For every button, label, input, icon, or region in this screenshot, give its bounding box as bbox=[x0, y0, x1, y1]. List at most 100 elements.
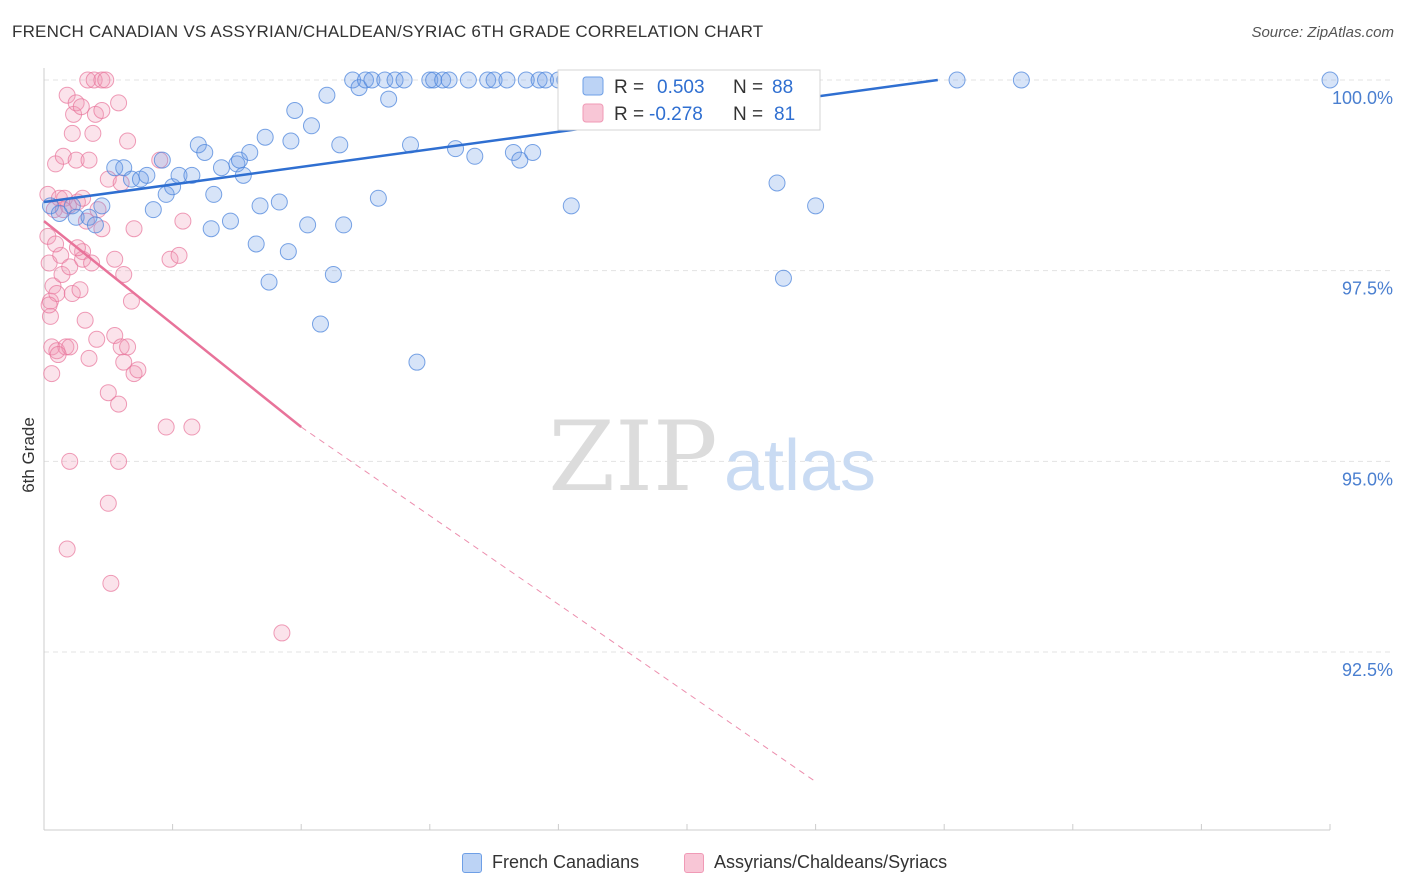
tick-labels: 100.0%97.5%95.0%92.5%0.0%100.0% bbox=[1332, 88, 1393, 680]
french-canadians-point-87 bbox=[948, 71, 966, 89]
y-tick-label-3: 92.5% bbox=[1342, 660, 1393, 680]
assyrians-point-38 bbox=[80, 349, 98, 367]
assyrians-point-63 bbox=[122, 292, 140, 310]
french-canadians-point-6 bbox=[93, 197, 111, 215]
assyrians-point-54 bbox=[110, 94, 128, 112]
legend-n-value-1: 88 bbox=[772, 77, 793, 98]
french-canadians-point-42 bbox=[335, 216, 353, 234]
legend-swatch-pink bbox=[582, 103, 604, 123]
legend-swatch-blue bbox=[582, 76, 604, 96]
scatter-chart: ZIP atlas 100.0%97.5%95.0%92.5%0.0%100.0… bbox=[19, 68, 1393, 831]
chart-title: FRENCH CANADIAN VS ASSYRIAN/CHALDEAN/SYR… bbox=[12, 22, 764, 41]
assyrians-point-19 bbox=[58, 540, 76, 558]
french-canadians-point-61 bbox=[479, 71, 497, 89]
y-tick-label-0: 100.0% bbox=[1332, 88, 1393, 108]
assyrians-point-7 bbox=[44, 277, 62, 295]
assyrians-point-70 bbox=[170, 246, 188, 264]
assyrians-point-44 bbox=[93, 71, 111, 89]
legend-item-assyrians: Assyrians/Chaldeans/Syriacs bbox=[684, 852, 947, 873]
french-canadians-point-63 bbox=[498, 71, 516, 89]
french-canadians-point-41 bbox=[331, 136, 349, 154]
french-canadians-point-45 bbox=[357, 71, 374, 89]
assyrians-point-56 bbox=[110, 452, 128, 470]
french-canadians-point-67 bbox=[524, 143, 542, 161]
assyrians-point-51 bbox=[102, 574, 120, 592]
assyrians-point-31 bbox=[72, 98, 90, 116]
assyrians-point-37 bbox=[80, 151, 98, 169]
legend-r-label-2: R = bbox=[614, 104, 649, 125]
assyrians-point-21 bbox=[61, 258, 79, 276]
french-canadians-point-23 bbox=[221, 212, 239, 230]
assyrians-point-15 bbox=[54, 147, 72, 165]
french-canadians-point-29 bbox=[251, 197, 269, 215]
legend-n-label-1: N = bbox=[733, 77, 768, 98]
assyrians-point-45 bbox=[93, 102, 111, 120]
french-canadians-point-3 bbox=[67, 208, 85, 226]
french-canadians-point-40 bbox=[324, 265, 342, 283]
assyrians-point-35 bbox=[76, 311, 94, 329]
gridlines bbox=[44, 79, 1392, 653]
french-canadians-point-47 bbox=[369, 189, 387, 207]
french-canadians-point-65 bbox=[511, 151, 529, 169]
chart-source: Source: ZipAtlas.com bbox=[1251, 24, 1394, 41]
y-axis-label: 6th Grade bbox=[19, 417, 38, 493]
assyrians-point-50 bbox=[99, 384, 117, 402]
french-canadians-point-60 bbox=[466, 147, 484, 165]
french-canadians-point-21 bbox=[205, 185, 223, 203]
assyrians-point-59 bbox=[115, 265, 133, 283]
french-canadians-point-86 bbox=[807, 197, 825, 215]
french-canadians-point-57 bbox=[440, 71, 458, 89]
assyrians-point-68 bbox=[157, 418, 175, 436]
assyrians-point-79 bbox=[49, 346, 67, 364]
trend-line-assyrians bbox=[43, 220, 302, 428]
french-canadians-point-11 bbox=[138, 166, 156, 184]
french-canadians-point-58 bbox=[447, 140, 465, 158]
french-canadians-point-35 bbox=[286, 102, 304, 120]
legend-r-label-1: R = bbox=[614, 77, 649, 98]
french-canadians-point-20 bbox=[202, 220, 220, 238]
assyrians-point-6 bbox=[43, 365, 61, 383]
french-canadians-point-55 bbox=[425, 71, 443, 89]
data-points bbox=[39, 71, 1339, 642]
assyrians-point-24 bbox=[63, 124, 81, 142]
french-canadians-point-88 bbox=[1012, 71, 1030, 89]
french-canadians-point-84 bbox=[774, 269, 792, 287]
axes bbox=[43, 68, 1331, 831]
french-canadians-point-69 bbox=[537, 71, 555, 89]
assyrians-point-36 bbox=[79, 71, 97, 89]
assyrians-point-55 bbox=[110, 395, 128, 413]
french-canadians-point-28 bbox=[247, 235, 265, 253]
french-canadians-point-17 bbox=[183, 166, 201, 184]
assyrians-point-47 bbox=[97, 71, 115, 89]
french-canadians-point-38 bbox=[311, 315, 329, 333]
french-canadians-point-54 bbox=[421, 71, 439, 89]
french-canadians-point-39 bbox=[318, 86, 336, 104]
assyrians-point-27 bbox=[67, 151, 85, 169]
french-canadians-point-5 bbox=[86, 216, 104, 234]
french-canadians-point-27 bbox=[241, 143, 259, 161]
legend-n-label-2: N = bbox=[733, 104, 768, 125]
french-canadians-point-62 bbox=[485, 71, 503, 89]
assyrians-point-72 bbox=[183, 418, 201, 436]
legend-swatch-assyrians bbox=[684, 852, 704, 873]
french-canadians-point-1 bbox=[50, 204, 68, 222]
assyrians-point-23 bbox=[61, 452, 79, 470]
french-canadians-point-50 bbox=[386, 71, 404, 89]
french-canadians-point-59 bbox=[459, 71, 477, 89]
french-canadians-point-83 bbox=[768, 174, 786, 192]
assyrians-point-52 bbox=[106, 250, 124, 268]
correlation-legend: R = 0.503 N = 88 R = -0.278 N = 81 bbox=[557, 69, 821, 131]
french-canadians-point-72 bbox=[562, 197, 580, 215]
assyrians-point-30 bbox=[71, 281, 89, 299]
legend-n-value-2: 81 bbox=[774, 104, 795, 125]
assyrians-point-78 bbox=[88, 330, 106, 348]
assyrians-point-40 bbox=[84, 124, 102, 142]
legend-label-french-canadians: French Canadians bbox=[492, 852, 640, 872]
french-canadians-point-49 bbox=[380, 90, 398, 108]
legend-swatch-french-canadians bbox=[462, 852, 482, 873]
french-canadians-point-22 bbox=[212, 159, 230, 177]
french-canadians-point-31 bbox=[260, 273, 278, 291]
french-canadians-point-13 bbox=[153, 151, 171, 169]
legend-r-value-1: 0.503 bbox=[657, 77, 705, 98]
french-canadians-point-30 bbox=[256, 128, 274, 146]
